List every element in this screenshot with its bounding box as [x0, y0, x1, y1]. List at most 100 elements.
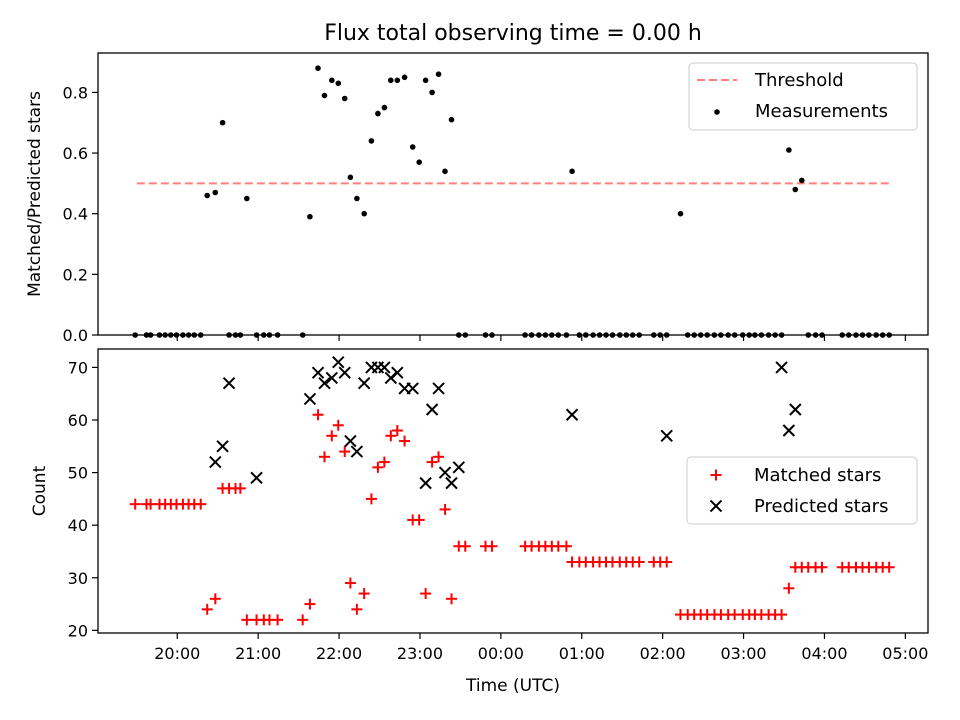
matched-star-point: [413, 514, 425, 526]
time-x-tick-label: 21:00: [235, 644, 281, 663]
matched-star-point: [241, 614, 253, 626]
matched-star-point: [399, 435, 411, 447]
matched-star-point: [378, 456, 390, 468]
measurement-point: [368, 138, 375, 144]
measurement-point: [442, 168, 448, 175]
matched-star-point: [195, 498, 207, 510]
count-panel: 20 30 40 50 60 70 20:00 21:00 22:00 23:00 00:00 01:…: [30, 348, 929, 696]
measurement-point: [244, 195, 250, 202]
count-axes-frame: [97, 348, 929, 634]
matched-star-point: [783, 582, 795, 594]
time-x-tick-label: 20:00: [154, 644, 200, 663]
matched-star-point: [339, 446, 351, 458]
matched-star-point: [661, 556, 673, 568]
predicted-star-point: [782, 424, 796, 437]
time-x-tick-label: 05:00: [882, 644, 928, 663]
measurement-point: [307, 213, 313, 220]
predicted-star-point: [432, 382, 445, 395]
predicted-star-point: [332, 355, 345, 369]
measurement-point: [354, 195, 360, 202]
matched-star-point: [372, 461, 384, 473]
predicted-star-point: [250, 471, 263, 485]
ratio-y-tick-label: 0.8: [63, 83, 88, 102]
matched-star-point: [486, 540, 498, 552]
measurement-point: [315, 65, 321, 71]
measurement-point: [388, 77, 394, 84]
measurement-point: [375, 110, 381, 117]
count-y-tick-label: 20: [68, 621, 88, 640]
matched-star-point: [297, 614, 309, 626]
predicted-star-point: [438, 466, 452, 479]
measurement-point: [361, 210, 368, 217]
ratio-panel: 0.00.20.40.60.8 Matched/Predicted stars …: [25, 52, 929, 345]
time-x-tick-label: 23:00: [397, 644, 443, 663]
measurement-point: [204, 192, 210, 199]
measurement-point: [219, 119, 226, 126]
time-x-tick-label: 02:00: [640, 644, 686, 663]
count-y-axis-label: Count: [30, 465, 50, 516]
measurement-point: [569, 168, 575, 175]
legend-predicted-label: Predicted stars: [754, 496, 888, 517]
predicted-star-point: [311, 366, 325, 379]
matched-star-point: [304, 598, 316, 610]
predicted-star-point: [660, 429, 673, 442]
measurement-point: [321, 92, 328, 99]
count-legend-box: [686, 456, 918, 525]
measurement-point: [792, 186, 799, 193]
predicted-star-point: [325, 371, 338, 385]
count-legend: Matched stars Predicted stars: [686, 456, 918, 525]
legend-measurement-swatch: [714, 109, 720, 115]
count-y-tick-label: 60: [68, 411, 88, 430]
measurement-point: [786, 147, 792, 153]
matched-star-point: [385, 430, 397, 442]
predicted-star-point: [789, 403, 802, 416]
matched-star-point: [332, 419, 344, 431]
matched-star-point: [129, 498, 141, 510]
measurement-point: [329, 77, 335, 84]
matched-star-point: [326, 430, 338, 442]
ratio-y-tick-label: 0.2: [63, 265, 88, 284]
matched-star-point: [633, 556, 645, 568]
measurement-point: [416, 159, 423, 165]
ratio-axes-frame: [97, 52, 929, 336]
count-y-tick-label: 40: [68, 516, 88, 535]
measurement-point: [335, 80, 342, 87]
matched-star-point: [358, 588, 370, 600]
time-x-axis-label: Time (UTC): [465, 676, 560, 696]
ratio-legend-box: [688, 62, 918, 131]
predicted-star-point: [357, 376, 371, 390]
matched-star-point: [776, 609, 788, 621]
ratio-y-tick-label: 0.0: [63, 326, 88, 345]
ratio-y-tick-label: 0.6: [63, 144, 88, 163]
measurement-point: [394, 77, 401, 84]
predicted-star-point: [209, 455, 222, 469]
predicted-star-point: [406, 382, 419, 395]
matched-star-point: [201, 603, 213, 615]
legend-matched-swatch: [710, 469, 722, 481]
measurement-point: [799, 177, 805, 184]
predicted-star-point: [425, 403, 439, 416]
ratio-y-axis-label: Matched/Predicted stars: [25, 91, 45, 297]
matched-star-point: [272, 614, 284, 626]
matched-star-point: [365, 493, 377, 505]
matched-star-point: [459, 540, 471, 552]
matched-star-point: [439, 503, 451, 515]
matched-star-point: [319, 451, 331, 463]
chart-title: Flux total observing time = 0.00 h: [324, 21, 702, 46]
predicted-star-point: [419, 476, 432, 490]
measurement-point: [401, 74, 408, 81]
predicted-star-point: [452, 461, 466, 474]
ratio-legend: Threshold Measurements: [688, 62, 918, 131]
matched-star-point: [312, 409, 324, 421]
measurement-point: [381, 104, 388, 111]
time-x-tick-label: 22:00: [316, 644, 362, 663]
matched-star-point: [883, 561, 895, 573]
measurement-point: [212, 189, 219, 196]
measurement-point: [341, 95, 348, 102]
time-x-tick-label: 01:00: [559, 644, 605, 663]
matched-star-point: [351, 603, 363, 615]
legend-predicted-swatch: [709, 499, 723, 513]
count-y-tick-label: 70: [68, 358, 88, 377]
ratio-y-tick-label: 0.4: [63, 205, 88, 224]
